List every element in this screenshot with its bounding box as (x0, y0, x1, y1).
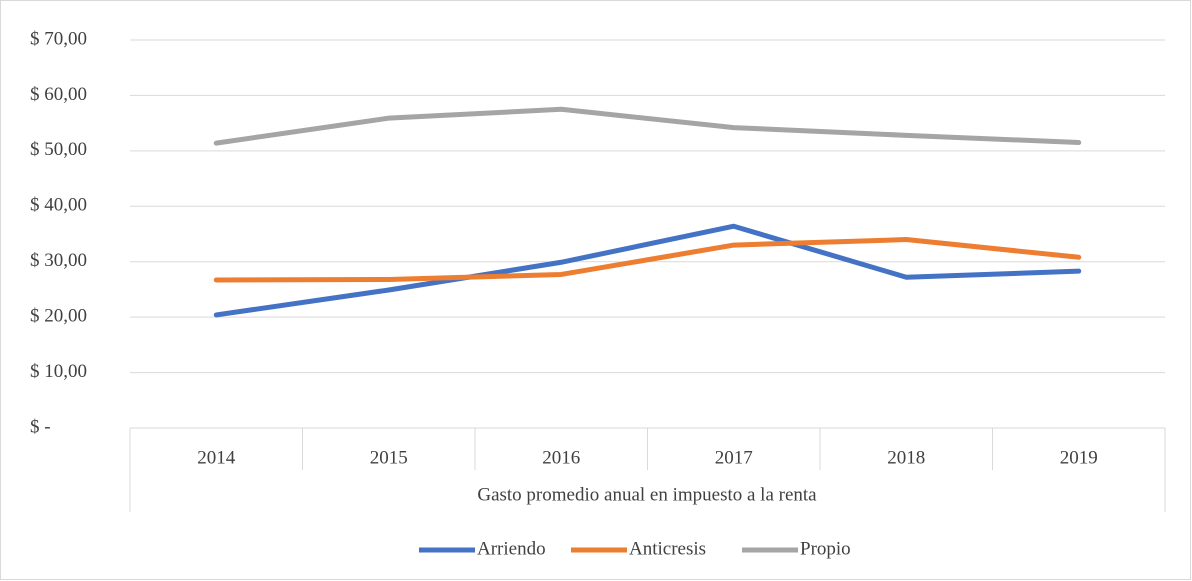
y-tick-label: $ 30,00 (30, 250, 87, 271)
legend-label: Propio (800, 538, 851, 559)
y-tick-label: $ - (30, 416, 51, 437)
x-tick-label: 2019 (1060, 447, 1098, 468)
y-tick-label: $ 40,00 (30, 195, 87, 216)
y-tick-label: $ 70,00 (30, 28, 87, 49)
y-tick-label: $ 50,00 (30, 139, 87, 160)
y-tick-label: $ 20,00 (30, 306, 87, 327)
y-tick-label: $ 10,00 (30, 361, 87, 382)
x-tick-label: 2016 (542, 447, 580, 468)
legend-label: Anticresis (629, 538, 706, 559)
series-line (213, 223, 1082, 318)
x-tick-label: 2015 (370, 447, 408, 468)
x-tick-label: 2018 (887, 447, 925, 468)
x-tick-label: 2017 (715, 447, 753, 468)
series-line (213, 106, 1082, 146)
legend-label: Arriendo (477, 538, 546, 559)
y-tick-label: $ 60,00 (30, 84, 87, 105)
series-line (213, 237, 1082, 283)
x-tick-label: 2014 (197, 447, 236, 468)
x-axis-label: Gasto promedio anual en impuesto a la re… (477, 484, 817, 505)
